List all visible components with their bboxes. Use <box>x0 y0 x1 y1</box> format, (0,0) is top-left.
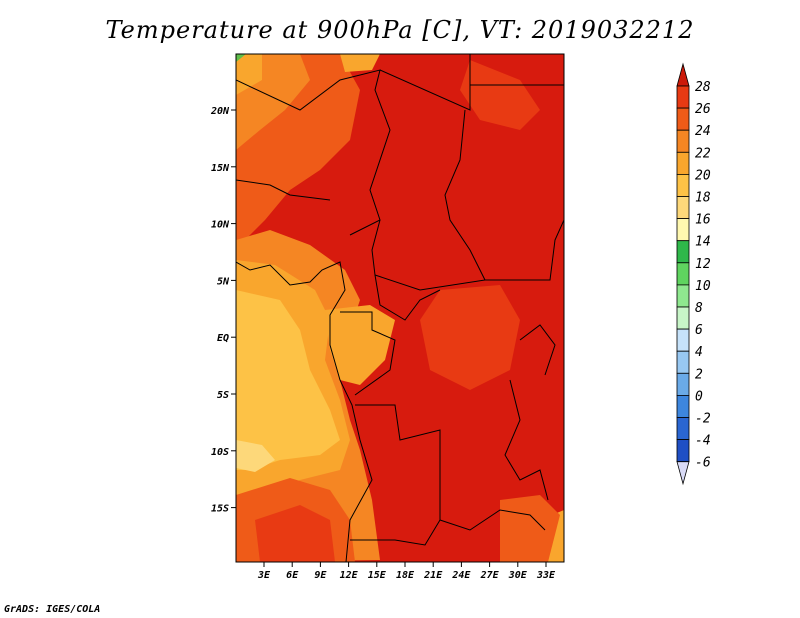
colorbar-label: -6 <box>695 456 711 471</box>
border-east <box>485 219 564 281</box>
lat-tick-label: EQ <box>217 333 229 344</box>
colorbar-box <box>676 129 690 153</box>
coastline <box>236 261 373 562</box>
lat-tick-label: 5S <box>217 390 229 401</box>
lon-tick-label: 15E <box>368 570 387 581</box>
colorbar-label: -4 <box>695 434 711 449</box>
colorbar-label: 12 <box>695 257 711 272</box>
colorbar-box <box>676 417 690 441</box>
colorbar-label: 0 <box>695 389 703 404</box>
lat-tick-label: 5N <box>217 276 230 287</box>
lon-tick-label: 6E <box>286 570 299 581</box>
lon-tick-label: 12E <box>340 570 359 581</box>
border-nw <box>236 69 391 236</box>
field-20-region-w <box>236 290 340 470</box>
border-sahel <box>236 179 331 201</box>
lat-tick-label: 15S <box>211 504 229 515</box>
borders <box>236 54 564 562</box>
latitude-axis: 20N 15N 10N 5N EQ 5S 10S 15S <box>210 106 236 515</box>
colorbar-label: 6 <box>695 323 703 338</box>
field-22-region-basin <box>325 305 395 385</box>
colorbar-box <box>676 107 690 131</box>
lon-tick-label: 33E <box>536 570 556 581</box>
colorbar-label: 16 <box>695 213 711 228</box>
colorbar-label: 22 <box>695 146 711 161</box>
lat-tick-label: 20N <box>210 106 230 117</box>
colorbar-box <box>676 439 690 463</box>
colorbar-label: 4 <box>695 345 703 360</box>
lon-tick-label: 27E <box>480 570 500 581</box>
border-gabon <box>340 311 396 396</box>
colorbar-box <box>676 328 690 352</box>
grads-credit: GrADS: IGES/COLA <box>4 604 101 615</box>
colorbar-box <box>676 284 690 308</box>
lon-tick-label: 21E <box>423 570 443 581</box>
colorbar-box <box>676 85 690 109</box>
colorbar-box <box>676 151 690 175</box>
longitude-axis: 3E 6E 9E 12E 15E 18E 21E 24E 27E 30E 33E <box>257 562 556 581</box>
colorbar-box <box>676 218 690 242</box>
lon-tick-label: 3E <box>257 570 271 581</box>
colorbar-box <box>676 306 690 330</box>
colorbar-label: 2 <box>695 367 703 382</box>
lon-tick-label: 24E <box>451 570 471 581</box>
colorbar-box <box>676 173 690 197</box>
colorbar-box <box>676 372 690 396</box>
colorbar-label: 10 <box>695 279 711 294</box>
colorbar-box <box>676 240 690 264</box>
lat-tick-label: 10S <box>211 447 229 458</box>
colorbar-label: -2 <box>695 412 711 427</box>
temperature-field <box>236 54 564 562</box>
colorbar-label: 8 <box>695 301 703 316</box>
border-car <box>374 274 441 321</box>
map-title: Temperature at 900hPa [C], VT: 201903221… <box>105 16 695 44</box>
border-n <box>379 54 471 111</box>
colorbar-top-arrow <box>676 62 690 87</box>
field-27-region-ne <box>460 60 540 130</box>
border-center <box>371 109 486 291</box>
colorbar-box <box>676 394 690 418</box>
field-18-patch <box>236 440 275 472</box>
colorbar-box <box>676 350 690 374</box>
field-27-region-c <box>420 285 520 390</box>
lat-tick-label: 15N <box>211 163 230 174</box>
colorbar-label: 24 <box>695 124 711 139</box>
colorbar-box <box>676 196 690 220</box>
colorbar-label: 20 <box>695 168 711 183</box>
colorbar-label: 26 <box>695 102 711 117</box>
field-22-region-nw <box>236 54 262 95</box>
field-26-region-se <box>500 495 560 562</box>
colorbar-label: 28 <box>695 80 711 95</box>
border-tanzania <box>504 379 549 501</box>
colorbar-box <box>676 262 690 286</box>
field-22-top <box>340 54 380 72</box>
colorbar-label: 18 <box>695 191 711 206</box>
border-lake-victoria <box>519 324 556 376</box>
lat-tick-label: 10N <box>211 220 230 231</box>
colorbar-label: 14 <box>695 235 711 250</box>
colorbar-bottom-arrow <box>676 461 690 486</box>
lon-tick-label: 9E <box>314 570 327 581</box>
map-frame <box>235 53 565 563</box>
field-27-region-sw <box>255 505 335 562</box>
lon-tick-label: 18E <box>396 570 415 581</box>
lon-tick-label: 30E <box>508 570 528 581</box>
field-14-corner <box>236 54 246 62</box>
border-angola <box>350 404 441 546</box>
border-zambia <box>439 509 546 531</box>
